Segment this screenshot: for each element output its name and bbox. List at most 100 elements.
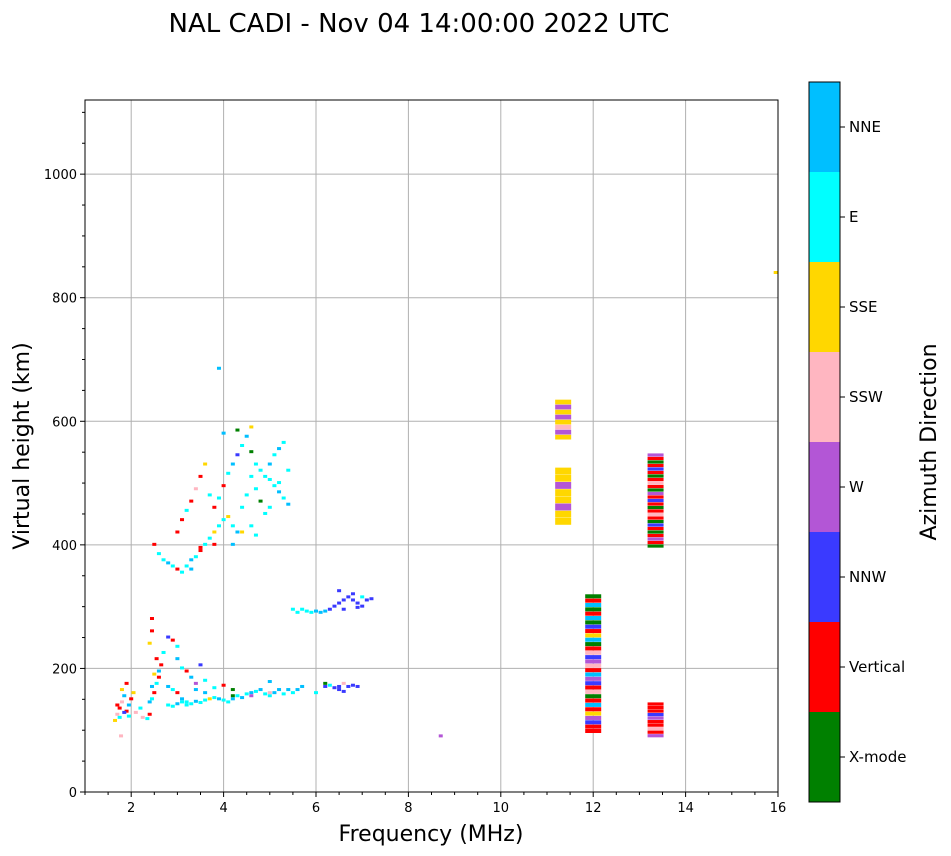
echo-column-segment [585,702,602,707]
echo-point [216,366,221,370]
echo-point [221,484,226,488]
echo-point [267,477,272,481]
x-tick-label: 8 [404,801,412,816]
echo-column-segment [647,734,664,738]
echo-point [235,530,240,534]
echo-column-segment [555,429,572,435]
echo-point [267,680,272,684]
y-tick-label: 400 [52,539,77,554]
echo-column-segment [555,489,572,497]
echo-point [341,607,346,611]
echo-point [166,703,171,707]
echo-point [341,689,346,693]
echo-point [286,502,291,506]
echo-point [290,607,295,611]
echo-point [341,681,346,685]
echo-column-segment [647,474,664,478]
echo-point [230,542,235,546]
echo-point [207,493,212,497]
echo-point [189,558,194,562]
echo-point [263,474,268,478]
echo-point [113,718,118,722]
echo-column-segment [585,659,602,664]
echo-column-segment [585,676,602,681]
echo-column-segment [647,470,664,475]
echo-column-segment [647,502,664,506]
echo-column-segment [585,642,602,647]
colorbar: X-mode Vertical NNW W SSW SSE E NNE [808,81,906,803]
colorbar-tick-label: SSW [849,388,883,406]
echo-point [295,610,300,614]
echo-point [124,709,129,713]
echo-point [249,450,254,454]
echo-point [138,706,143,710]
echo-point [360,595,365,599]
echo-point [149,697,154,701]
echo-point [175,691,180,695]
echo-point [337,601,342,605]
echo-point [230,524,235,528]
echo-column-segment [555,517,572,525]
echo-point [189,702,194,706]
echo-point [198,663,203,667]
y-tick-label: 600 [52,415,77,430]
echo-point [230,697,235,701]
echo-column-segment [647,540,664,545]
echo-point [323,684,328,688]
echo-column-segment [647,477,664,482]
echo-point [216,496,221,500]
echo-column-segment [647,512,664,517]
echo-point [360,604,365,608]
echo-column-segment [647,727,664,731]
y-axis-label: Virtual height (km) [10,342,35,549]
echo-column-segment [585,724,602,729]
echo-column-segment [585,715,602,720]
echo-point [184,703,189,707]
echo-point [253,533,258,537]
echo-point [175,702,180,706]
echo-point [267,691,272,695]
echo-point [147,700,152,704]
y-tick-label: 0 [69,786,77,801]
echo-point [170,564,175,568]
chart-title: NAL CADI - Nov 04 14:00:00 2022 UTC [169,9,670,39]
echo-point [117,706,122,710]
y-tick-label: 200 [52,662,77,677]
echo-column-segment [647,720,664,724]
echo-point [207,536,212,540]
echo-column-segment [585,633,602,638]
echo-point [304,609,309,613]
echo-point [240,444,245,447]
colorbar-tick-label: NNW [849,568,886,586]
plot-frame [84,99,779,793]
echo-point [253,462,258,466]
colorbar-segment [809,622,840,712]
echo-column-segment [647,730,664,734]
colorbar-segment [809,262,840,352]
colorbar-tick-label: SSE [849,298,878,316]
echo-point [216,697,221,701]
echo-point [295,688,300,692]
echo-point [212,686,217,690]
echo-point [147,641,152,645]
colorbar-segment [809,712,840,802]
echo-point [286,468,291,472]
echo-point [226,515,231,519]
echo-point [159,663,164,667]
echo-column-segment [585,646,602,651]
echo-point [327,607,332,611]
x-tick-label: 6 [312,801,320,816]
echo-point [355,605,360,609]
colorbar-segment [809,352,840,442]
echo-column-segment [647,505,664,510]
colorbar-segment [809,532,840,622]
echo-column-segment [647,484,664,489]
echo-point [203,678,208,682]
echo-point [369,597,374,601]
echo-point [249,524,254,528]
echo-column-segment [585,720,602,725]
echo-point [337,589,342,593]
echo-point [203,462,208,466]
echo-point [267,505,272,509]
